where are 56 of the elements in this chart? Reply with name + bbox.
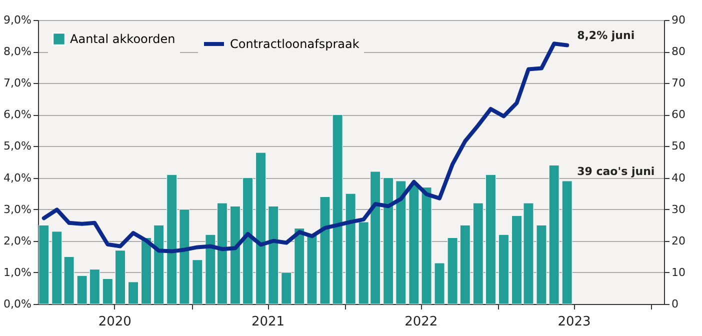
bar <box>345 193 356 304</box>
annotation: 8,2% juni <box>577 29 635 42</box>
y2-tick-label: 20 <box>672 234 686 248</box>
y2-tick-label: 50 <box>672 140 686 153</box>
y-tick-label: 3,0% <box>4 202 32 216</box>
y-tick-label: 0,0% <box>4 298 32 310</box>
bar <box>179 209 190 304</box>
y2-tick-label: 60 <box>672 108 686 122</box>
x-tick-label: 2021 <box>251 314 285 330</box>
y-tick-label: 6,0% <box>4 108 32 122</box>
y-tick-label: 7,0% <box>4 76 32 90</box>
bar <box>460 224 470 304</box>
x-tick-label: 2020 <box>98 314 132 330</box>
bar <box>306 234 318 304</box>
y-tick-label: 2,0% <box>4 234 32 248</box>
y-tick-label: 9,0% <box>4 14 32 26</box>
x-tick-label: 2022 <box>404 314 438 330</box>
y-tick-label: 8,0% <box>4 45 32 58</box>
bar <box>102 278 113 304</box>
x-tick-label: 2023 <box>558 314 591 330</box>
annotation: 39 cao's juni <box>577 164 655 178</box>
bar <box>166 174 178 304</box>
bar <box>472 202 484 304</box>
bar <box>242 178 254 304</box>
y-tick-label: 5,0% <box>4 140 32 153</box>
legend-label: Contractloonafspraak <box>230 37 360 51</box>
bar <box>396 180 406 304</box>
bar <box>268 206 279 304</box>
legend-label: Aantal akkoorden <box>70 32 176 46</box>
bar <box>434 262 445 304</box>
bar <box>562 180 572 304</box>
bar <box>485 174 496 304</box>
bar <box>447 237 458 304</box>
y2-tick-label: 40 <box>672 171 686 184</box>
bar <box>141 237 152 304</box>
bar <box>383 178 394 304</box>
y2-tick-label: 70 <box>672 76 686 90</box>
y-tick-label: 1,0% <box>4 266 32 279</box>
bar <box>256 152 266 304</box>
bar <box>294 228 305 304</box>
y2-tick-label: 0 <box>672 298 678 310</box>
bar <box>281 272 292 304</box>
y2-tick-label: 80 <box>672 45 686 58</box>
bar <box>498 234 509 304</box>
bar <box>38 224 50 304</box>
bar <box>89 269 100 304</box>
y2-tick-label: 10 <box>672 266 686 279</box>
bar <box>76 275 88 304</box>
bar <box>128 282 138 304</box>
bar <box>192 260 203 304</box>
bar <box>154 224 164 304</box>
y2-tick-label: 90 <box>672 14 686 26</box>
y2-tick-label: 30 <box>672 202 686 216</box>
bar <box>230 206 240 304</box>
y-tick-label: 4,0% <box>4 171 32 184</box>
bar <box>114 250 126 304</box>
